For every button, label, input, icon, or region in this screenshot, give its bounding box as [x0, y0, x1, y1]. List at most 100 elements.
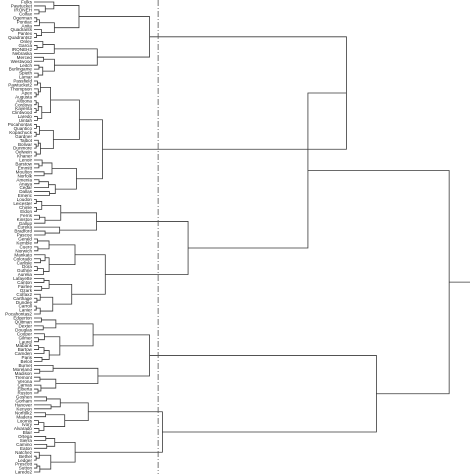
leaf-label: Lafayette: [13, 276, 32, 281]
leaf-label: Garcia: [18, 43, 32, 48]
leaf-label: Uintah: [19, 118, 33, 123]
leaf-label: Pocahontas: [8, 122, 33, 127]
dendrogram-link: [34, 443, 48, 449]
leaf-label: Chinle: [19, 205, 32, 210]
leaf-label: Norfolk: [17, 173, 32, 178]
leaf-label: Pawtucket: [11, 4, 33, 9]
dendrogram-link: [34, 143, 37, 149]
dendrogram-link: [34, 297, 38, 303]
leaf-label: Leicester: [13, 201, 32, 206]
leaf-label: Bethel: [19, 454, 32, 459]
dendrogram-link: [36, 126, 40, 135]
leaf-label: Prescott: [15, 462, 33, 467]
dendrogram-link: [34, 463, 38, 469]
leaf-label: Alvarado: [14, 426, 33, 431]
dendrogram-link: [40, 296, 54, 312]
leaf-label: IRONEH: [14, 7, 32, 12]
dendrogram-link: [49, 244, 76, 266]
leaf-label: Madison: [15, 371, 33, 376]
leaf-label: Paris: [22, 355, 33, 360]
dendrogram-link: [43, 414, 66, 427]
dendrogram-link: [34, 268, 44, 275]
leaf-label: Bradford: [14, 229, 32, 234]
dendrogram-links: [34, 1, 470, 473]
leaf-label: IRONEH2: [12, 47, 33, 52]
leaf-label: Douglas: [15, 327, 33, 332]
dendrogram-link: [42, 58, 55, 72]
leaf-label: Loomis: [17, 418, 33, 423]
leaf-label: Sierra: [20, 438, 33, 443]
leaf-label: Guthrie: [17, 268, 33, 273]
dendrogram-link: [34, 317, 42, 323]
leaf-label: Pawtucket2: [8, 83, 32, 88]
leaf-label: Laredo: [18, 114, 33, 119]
leaf-label: Khaner: [17, 154, 32, 159]
dendrogram-link: [34, 451, 40, 459]
leaf-label: Carlisle: [17, 260, 33, 265]
dendrogram-link: [34, 412, 46, 418]
leaf-label: Spieth: [19, 71, 32, 76]
leaf-label: Anita: [22, 23, 33, 28]
leaf-label: Ozark: [20, 288, 33, 293]
leaf-label: Cooper: [17, 331, 33, 336]
dendrogram-link: [46, 398, 61, 408]
leaf-label: Natchez: [15, 450, 33, 455]
leaf-label: Carthage: [13, 296, 32, 301]
dendrogram-link: [34, 436, 47, 441]
dendrogram-link: [34, 163, 40, 169]
dendrogram-link: [39, 378, 57, 389]
dendrogram-link: [34, 278, 45, 283]
dendrogram-merge-link: [307, 170, 450, 395]
leaf-label: Burnet: [18, 363, 32, 368]
leaf-label: Eldon: [20, 209, 32, 214]
leaf-label: Quantico: [14, 126, 33, 131]
leaf-label: Madera: [16, 414, 32, 419]
dendrogram-link: [34, 159, 43, 167]
leaf-label: Emeric: [18, 193, 33, 198]
leaf-label: Norwich: [15, 248, 32, 253]
leaf-label: Bartow: [18, 347, 33, 352]
leaf-labels: FulksPawtucketIRONEHColfaxOgermanPontiac…: [5, 0, 33, 474]
leaf-label: Norfolk2: [15, 410, 33, 415]
leaf-label: Cuero: [19, 244, 32, 249]
dendrogram-link: [50, 99, 80, 140]
dendrogram-link: [34, 396, 47, 402]
leaf-label: Clintwood: [12, 110, 33, 115]
leaf-label: Burlingame: [9, 67, 33, 72]
dendrogram-link: [34, 131, 37, 137]
leaf-label: Camden: [15, 351, 33, 356]
dendrogram-link: [51, 167, 77, 190]
dendrogram-link: [34, 266, 38, 271]
leaf-label: Leitch: [20, 63, 33, 68]
leaf-label: Augusta: [15, 94, 32, 99]
leaf-label: Eureka: [17, 225, 32, 230]
dendrogram-link: [34, 420, 39, 426]
leaf-label: Laredo2: [15, 470, 32, 474]
dendrogram-link: [34, 384, 42, 392]
dendrogram-link: [34, 333, 45, 341]
dendrogram-link: [96, 221, 189, 275]
leaf-label: Beloit: [21, 359, 33, 364]
dendrogram-link: [39, 454, 52, 470]
dendrogram-link: [34, 325, 44, 331]
leaf-label: Cordova: [15, 102, 33, 107]
dendrogram-link: [34, 376, 41, 382]
dendrogram-link: [34, 45, 38, 50]
leaf-label: Anaya: [19, 181, 32, 186]
leaf-label: Quitman: [15, 320, 33, 325]
dendrogram-link: [34, 41, 44, 48]
dendrogram-link: [34, 214, 40, 220]
leaf-label: Dora: [22, 264, 32, 269]
leaf-label: Blair: [23, 430, 33, 435]
dendrogram-link: [34, 124, 37, 129]
leaf-label: Apex: [22, 90, 33, 95]
dendrogram-link: [37, 82, 41, 93]
leaf-label: Hanover: [15, 402, 33, 407]
dendrogram-merge-link: [149, 355, 377, 433]
leaf-label: Cedar: [19, 185, 32, 190]
leaf-label: Colorado: [13, 256, 32, 261]
dendrogram-link: [34, 171, 45, 177]
dendrogram-link: [34, 254, 46, 262]
leaf-label: Pontiac: [17, 19, 33, 24]
leaf-label: Laurel: [19, 339, 32, 344]
